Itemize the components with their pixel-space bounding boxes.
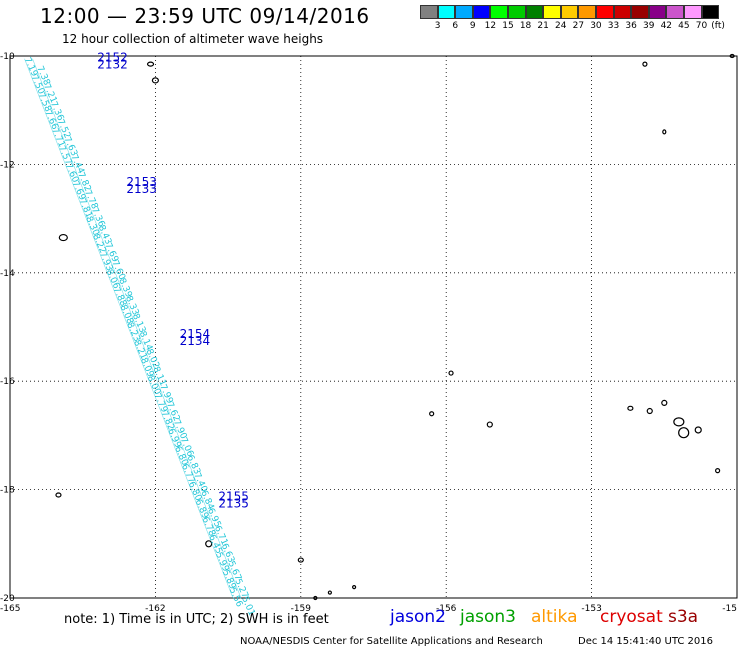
- colorbar-unit: (ft): [711, 21, 725, 31]
- colorbar-label: 9: [469, 21, 476, 31]
- units-note: note: 1) Time is in UTC; 2) SWH is in fe…: [64, 612, 329, 627]
- colorbar-swatch: [631, 5, 649, 19]
- lat-tick-label: -20: [0, 594, 15, 604]
- pass-number-label: 2133: [126, 182, 157, 196]
- island-outline: [627, 405, 634, 411]
- island-outline: [661, 399, 668, 406]
- colorbar-label: 24: [555, 21, 567, 31]
- pass-number-label: 2155: [218, 489, 249, 503]
- island-outline: [448, 370, 454, 376]
- colorbar-label: 18: [519, 21, 532, 31]
- colorbar-label: 39: [642, 21, 655, 31]
- colorbar-swatch: [472, 5, 491, 19]
- colorbar-swatch: [648, 5, 667, 19]
- island-outline: [146, 61, 155, 67]
- satellite-track: [32, 58, 242, 599]
- lon-tick-label: -159: [291, 604, 312, 614]
- pass-number-label: 2153: [126, 175, 157, 189]
- colorbar-swatch: [595, 5, 614, 19]
- colorbar-labels: 3 6 9 12 15 18 21 24 27 30 33 36 39 42 45 70 (ft): [420, 21, 725, 31]
- island-outline: [429, 411, 435, 417]
- lon-tick-label: -165: [0, 604, 20, 614]
- colorbar-label: 3: [434, 21, 441, 31]
- legend-item-altika: altika: [531, 607, 578, 627]
- colorbar-label: 21: [537, 21, 549, 31]
- legend-item-jason2: jason2: [390, 607, 446, 627]
- colorbar-swatch: [666, 5, 684, 19]
- lon-tick-label: -15: [722, 604, 737, 614]
- colorbar-swatch: [455, 5, 473, 19]
- colorbar-swatch: [613, 5, 632, 19]
- island-outline: [662, 129, 667, 135]
- lon-tick-label: -153: [581, 604, 601, 614]
- colorbar-swatch: [578, 5, 596, 19]
- colorbar-label: 6: [452, 21, 459, 31]
- island-outline: [715, 468, 721, 474]
- pass-number-label: 2152: [97, 50, 128, 64]
- island-outline: [58, 233, 68, 242]
- colorbar-legend: 3 6 9 12 15 18 21 24 27 30 33 36 39 42 45 70 (ft): [420, 5, 725, 31]
- colorbar-swatch: [437, 5, 456, 19]
- island-outline: [327, 590, 332, 595]
- colorbar-swatch: [701, 5, 720, 19]
- legend-item-cryosat: cryosat: [600, 607, 663, 627]
- credit-line: NOAA/NESDIS Center for Satellite Applica…: [240, 636, 543, 647]
- generation-timestamp: Dec 14 15:41:40 UTC 2016: [578, 636, 713, 647]
- island-outline: [729, 53, 735, 59]
- map-title: 12:00 — 23:59 UTC 09/14/2016: [40, 4, 370, 28]
- map-frame: [9, 55, 738, 599]
- colorbar-swatch: [507, 5, 526, 19]
- lat-tick-label: -18: [0, 486, 15, 496]
- lat-tick-label: -12: [0, 160, 15, 170]
- island-outline: [673, 417, 685, 427]
- colorbar-label: 27: [572, 21, 585, 31]
- colorbar-label: 15: [502, 21, 514, 31]
- colorbar-swatch: [683, 5, 702, 19]
- lat-tick-label: -14: [0, 269, 15, 279]
- lat-tick-label: -16: [0, 377, 15, 387]
- satellite-track: [24, 58, 234, 599]
- island-outline: [313, 595, 318, 601]
- colorbar-swatch: [420, 5, 438, 19]
- island-outline: [297, 557, 304, 563]
- island-outline: [486, 421, 493, 428]
- pass-number-label: 2135: [218, 496, 249, 510]
- colorbar-swatch: [490, 5, 508, 19]
- island-outline: [694, 426, 702, 434]
- lon-tick-label: -156: [436, 604, 457, 614]
- colorbar-swatch: [560, 5, 579, 19]
- colorbar-label: 70: [695, 21, 708, 31]
- legend-item-jason3: jason3: [460, 607, 516, 627]
- island-outline: [55, 492, 62, 498]
- pass-number-label: 2132: [97, 57, 128, 71]
- island-outline: [352, 585, 357, 590]
- pass-number-label: 2134: [180, 334, 211, 348]
- lat-tick-label: -10: [0, 52, 15, 62]
- colorbar-label: 30: [590, 21, 602, 31]
- island-outline: [151, 77, 159, 84]
- colorbar-swatches: [420, 5, 725, 19]
- colorbar-label: 12: [484, 21, 497, 31]
- legend-item-s3a: s3a: [668, 607, 699, 627]
- colorbar-swatch: [525, 5, 544, 19]
- colorbar-label: 45: [678, 21, 690, 31]
- lon-tick-label: -162: [145, 604, 165, 614]
- island-outline: [646, 407, 653, 415]
- island-outline: [678, 427, 690, 439]
- map-subtitle: 12 hour collection of altimeter wave hei…: [62, 32, 324, 46]
- colorbar-label: 33: [607, 21, 620, 31]
- island-outline: [642, 61, 648, 67]
- colorbar-label: 42: [660, 21, 673, 31]
- colorbar-swatch: [543, 5, 561, 19]
- colorbar-label: 36: [625, 21, 637, 31]
- pass-number-label: 2154: [180, 327, 211, 341]
